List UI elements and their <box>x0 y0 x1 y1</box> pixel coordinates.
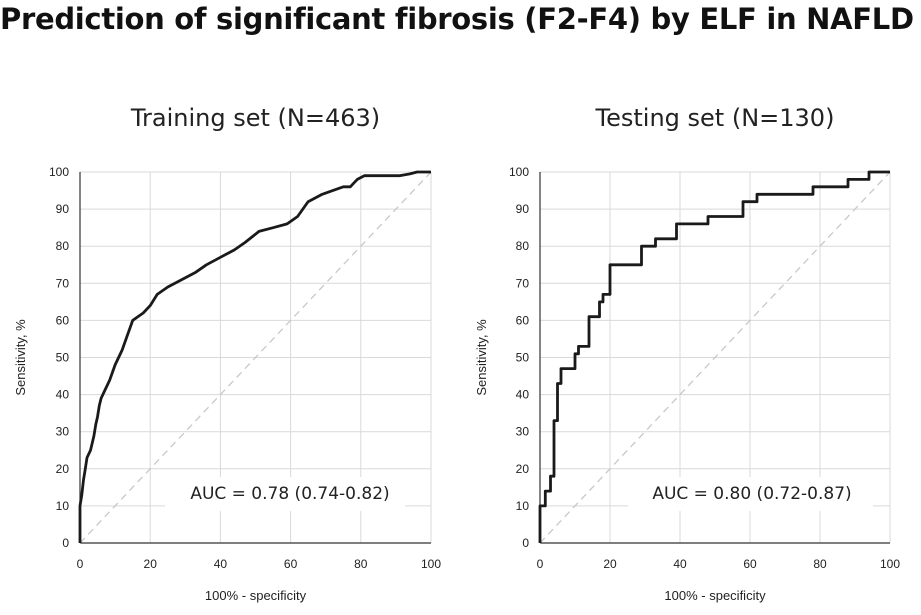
y-tick-label: 30 <box>56 425 70 439</box>
x-tick-label: 100 <box>880 557 900 571</box>
x-tick-label: 40 <box>214 557 228 571</box>
x-tick-label: 20 <box>603 557 617 571</box>
x-axis-label: 100% - specificity <box>205 588 307 603</box>
y-tick-label: 50 <box>56 351 70 365</box>
y-tick-label: 80 <box>516 239 530 253</box>
y-tick-label: 100 <box>49 165 69 179</box>
y-tick-label: 0 <box>522 536 529 550</box>
x-tick-label: 60 <box>284 557 298 571</box>
testing-panel: Testing set (N=130) 0 20 40 60 80 100 0 10 20 30 40… <box>474 104 900 603</box>
y-tick-label: 30 <box>516 425 530 439</box>
x-tick-label: 100 <box>421 557 441 571</box>
roc-curve-line <box>78 170 431 543</box>
reference-diagonal-line <box>79 171 432 544</box>
y-tick-label: 50 <box>516 351 530 365</box>
panel-title: Training set (N=463) <box>130 104 380 132</box>
y-tick-label: 80 <box>56 239 70 253</box>
training-panel: Training set (N=463) 0 20 40 60 80 100 0 10 20 30 4… <box>13 104 441 603</box>
x-tick-label: 0 <box>537 557 544 571</box>
roc-curve-line <box>538 170 890 543</box>
y-axis-label: Sensitivity, % <box>13 319 28 396</box>
y-tick-label: 40 <box>516 388 530 402</box>
y-tick-label: 0 <box>62 536 69 550</box>
y-tick-label: 20 <box>516 462 530 476</box>
reference-diagonal-line <box>539 171 891 544</box>
y-tick-label: 40 <box>56 388 70 402</box>
y-tick-label: 70 <box>56 276 70 290</box>
y-tick-label: 100 <box>509 165 529 179</box>
auc-annotation: AUC = 0.78 (0.74-0.82) <box>190 484 389 504</box>
auc-label-background <box>628 477 873 511</box>
x-tick-label: 80 <box>354 557 368 571</box>
y-tick-label: 60 <box>516 313 530 327</box>
panel-title: Testing set (N=130) <box>595 104 835 132</box>
y-tick-label: 20 <box>56 462 70 476</box>
y-tick-label: 10 <box>56 499 70 513</box>
auc-label-background <box>165 477 405 511</box>
y-tick-label: 90 <box>516 202 530 216</box>
y-axis-label: Sensitivity, % <box>474 319 489 396</box>
y-tick-label: 70 <box>516 276 530 290</box>
y-tick-label: 90 <box>56 202 70 216</box>
x-axis-label: 100% - specificity <box>664 588 766 603</box>
y-tick-label: 10 <box>516 499 530 513</box>
x-tick-label: 20 <box>144 557 158 571</box>
x-tick-label: 0 <box>77 557 84 571</box>
auc-annotation: AUC = 0.80 (0.72-0.87) <box>652 484 851 504</box>
x-tick-label: 60 <box>743 557 757 571</box>
figure-title: Prediction of significant fibrosis (F2-F… <box>0 2 914 36</box>
y-tick-label: 60 <box>56 313 70 327</box>
x-tick-label: 40 <box>673 557 687 571</box>
x-tick-label: 80 <box>813 557 827 571</box>
